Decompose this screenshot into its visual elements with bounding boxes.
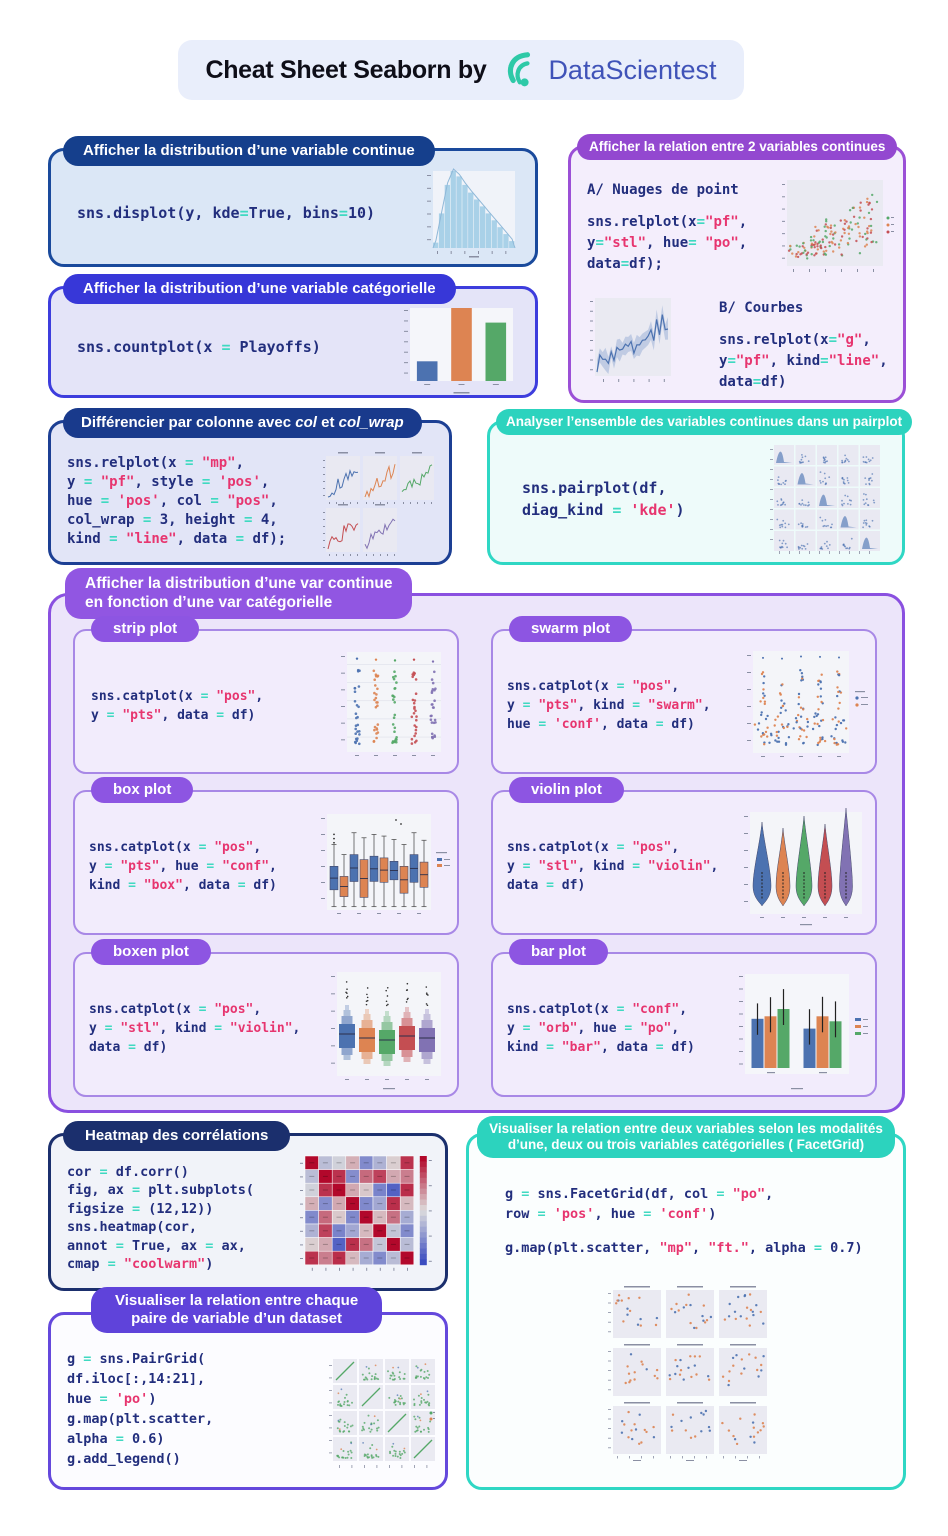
label-nuages-de-point: A/ Nuages de point	[587, 182, 739, 198]
code-boxen: sns.catplot(x = "pos", y = "stl", kind =…	[89, 1002, 301, 1055]
section-title: Afficher la distribution d’une var conti…	[65, 568, 413, 620]
section-title: Heatmap des corrélations	[63, 1121, 291, 1151]
section-colwrap: Différencier par colonne avec col et col…	[48, 408, 452, 565]
code-displot: sns.displot(y, kde=True, bins=10)	[77, 203, 376, 222]
code-swarm: sns.catplot(x = "pos", y = "pts", kind =…	[507, 679, 711, 732]
subsection-title: swarm plot	[509, 616, 633, 642]
relplot-line-thumbnail	[583, 292, 675, 390]
subsection-title: box plot	[91, 777, 194, 803]
section-title: Visualiser la relation entre deux variab…	[477, 1116, 895, 1159]
subsection-title: bar plot	[509, 939, 608, 965]
brand-name: DataScientest	[548, 54, 717, 85]
code-strip: sns.catplot(x = "pos", y = "pts", data =…	[91, 688, 264, 723]
colwrap-facets-thumbnail	[323, 448, 441, 556]
section-displot: Afficher la distribution d’une variable …	[48, 136, 538, 267]
subsection-boxen-plot: boxen plot sns.catplot(x = "pos", y = "s…	[73, 939, 459, 1097]
section-pairgrid: Visualiser la relation entre chaque pair…	[48, 1287, 448, 1490]
label-courbes: B/ Courbes	[719, 300, 804, 316]
subsection-title: strip plot	[91, 616, 200, 642]
section-title: Afficher la distribution d’une variable …	[63, 274, 456, 304]
code-bar: sns.catplot(x = "conf", y = "orb", hue =…	[507, 1002, 695, 1055]
section-countplot: Afficher la distribution d’une variable …	[48, 274, 538, 398]
datascientest-logo-icon	[498, 51, 536, 89]
subsection-box-plot: box plot sns.catplot(x = "pos", y = "pts…	[73, 777, 459, 935]
code-relplot-scatter: sns.relplot(x="pf", y="stl", hue= "po", …	[587, 214, 748, 272]
bar-plot-thumbnail	[729, 968, 871, 1090]
subsection-violin-plot: violin plot sns.catplot(x = "pos", y = "…	[491, 777, 877, 935]
subsection-bar-plot: bar plot sns.catplot(x = "conf", y = "or…	[491, 939, 877, 1097]
code-pairplot: sns.pairplot(df, diag_kind = 'kde')	[522, 478, 685, 519]
code-facetgrid-1: g = sns.FacetGrid(df, col = "po", row = …	[505, 1186, 774, 1222]
relplot-scatter-thumbnail	[775, 176, 895, 278]
header-badge: Cheat Sheet Seaborn by DataScientest	[178, 40, 744, 100]
strip-plot-thumbnail	[331, 646, 449, 766]
section-categorical: Afficher la distribution d’une var conti…	[48, 568, 905, 1113]
code-colwrap: sns.relplot(x = "mp", y = "pf", style = …	[67, 455, 287, 547]
section-title: Afficher la distribution d’une variable …	[63, 136, 435, 166]
displot-histogram-thumbnail	[419, 165, 519, 260]
code-box: sns.catplot(x = "pos", y = "pts", hue = …	[89, 840, 277, 893]
code-pairgrid: g = sns.PairGrid( df.iloc[:,14:21], hue …	[67, 1351, 214, 1467]
section-title: Analyser l’ensemble des variables contin…	[496, 409, 913, 436]
section-heatmap: Heatmap des corrélations cor = df.corr()…	[48, 1121, 448, 1291]
violin-plot-thumbnail	[734, 807, 869, 926]
code-facetgrid-2: g.map(plt.scatter, "mp", "ft.", alpha = …	[505, 1240, 863, 1256]
subsection-strip-plot: strip plot sns.catplot(x = "pos", y = "p…	[73, 616, 459, 774]
section-pairplot: Analyser l’ensemble des variables contin…	[487, 409, 913, 565]
section-title: Afficher la relation entre 2 variables c…	[577, 134, 898, 161]
subsection-title: boxen plot	[91, 939, 211, 965]
section-facetgrid: Visualiser la relation entre deux variab…	[466, 1116, 906, 1490]
page-title: Cheat Sheet Seaborn by	[205, 55, 487, 84]
code-heatmap: cor = df.corr() fig, ax = plt.subplots( …	[67, 1163, 254, 1273]
section-relplot: Afficher la relation entre 2 variables c…	[568, 134, 906, 403]
code-countplot: sns.countplot(x = Playoffs)	[77, 338, 321, 356]
boxen-plot-thumbnail	[321, 968, 451, 1090]
section-title: Visualiser la relation entre chaque pair…	[91, 1287, 383, 1333]
code-relplot-line: sns.relplot(x="g", y="pf", kind="line", …	[719, 332, 888, 390]
heatmap-thumbnail	[295, 1152, 437, 1284]
box-plot-thumbnail	[313, 808, 453, 926]
facetgrid-thumbnail	[599, 1280, 775, 1462]
subsection-swarm-plot: swarm plot sns.catplot(x = "pos", y = "p…	[491, 616, 877, 774]
subsection-title: violin plot	[509, 777, 624, 803]
swarm-plot-thumbnail	[739, 645, 871, 767]
pairgrid-thumbnail	[323, 1355, 435, 1479]
pairplot-grid-thumbnail	[766, 443, 888, 555]
countplot-bar-thumbnail	[394, 300, 519, 395]
code-violin: sns.catplot(x = "pos", y = "stl", kind =…	[507, 840, 719, 893]
section-title: Différencier par colonne avec col et col…	[63, 408, 422, 438]
